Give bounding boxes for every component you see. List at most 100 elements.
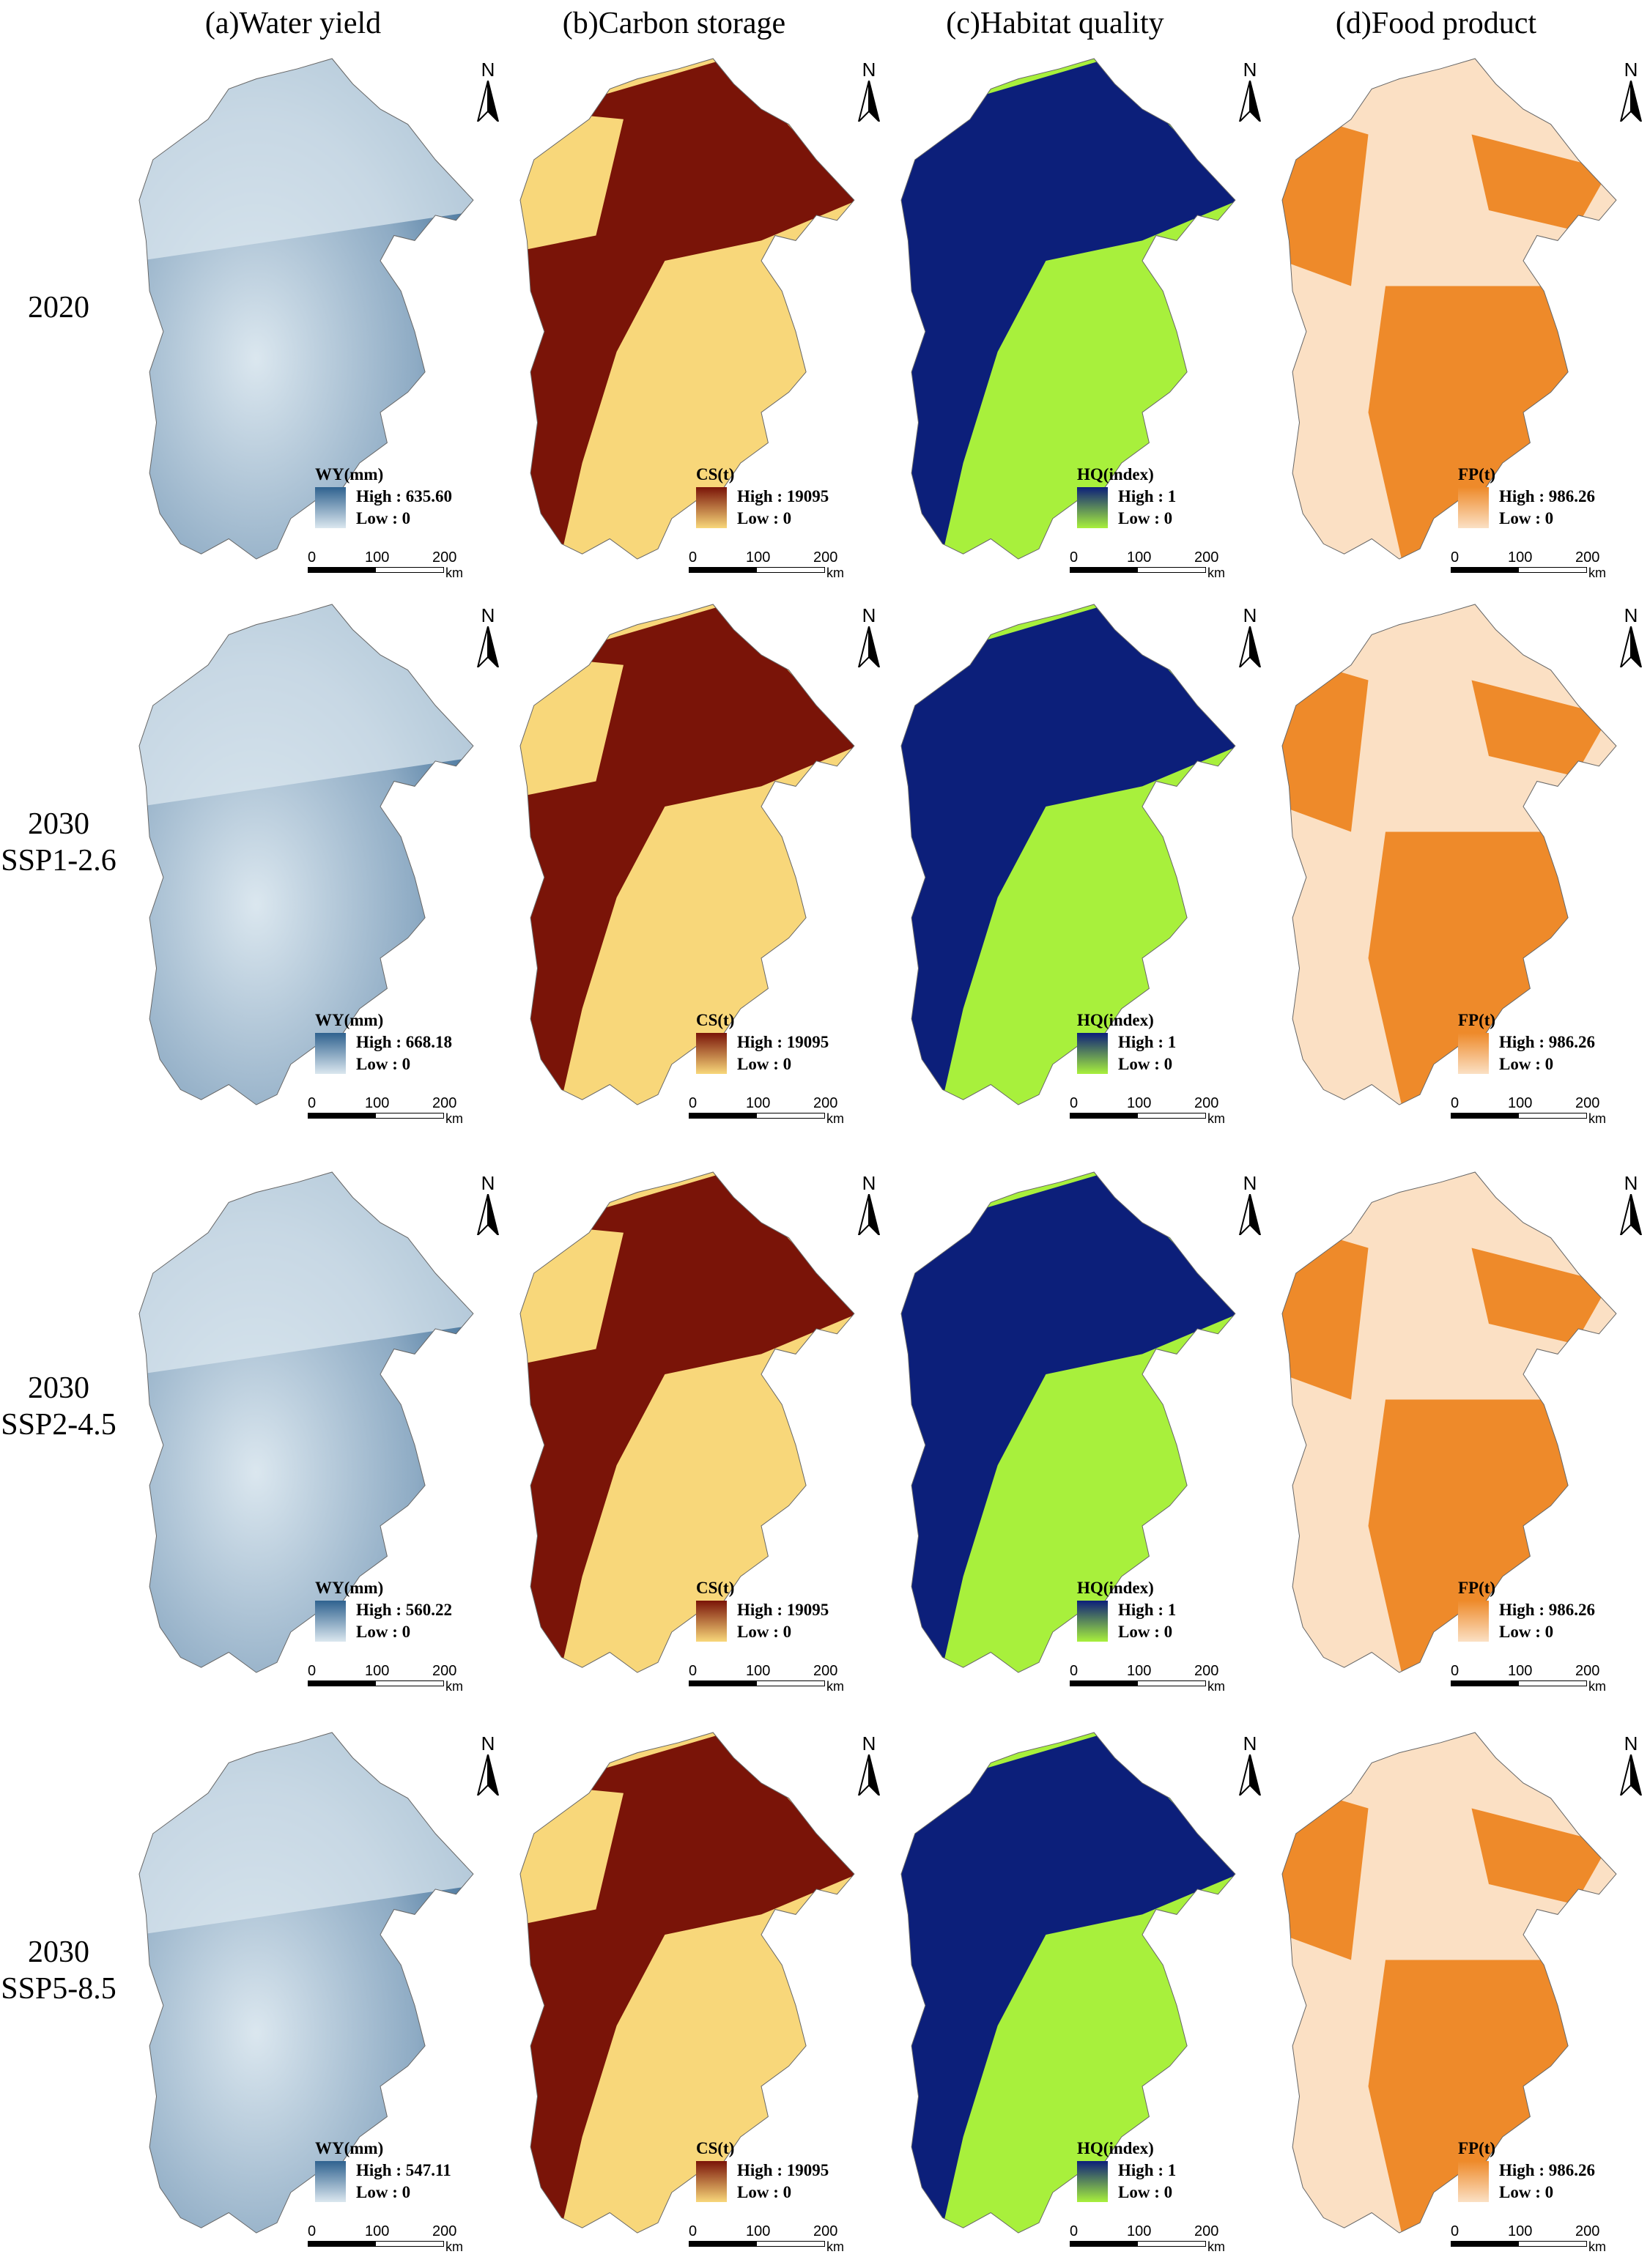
legend-high: High : 19095	[737, 1033, 829, 1051]
scale-unit: km	[1207, 2239, 1225, 2254]
scale-tick-label: 100	[746, 1663, 771, 1679]
high-value-zone	[901, 604, 1235, 1100]
high-value-zone	[901, 1172, 1235, 1668]
north-arrow: N	[1237, 59, 1263, 132]
north-label: N	[481, 1172, 495, 1194]
legend-high: High : 635.60	[356, 487, 452, 505]
north-label: N	[1624, 1172, 1638, 1194]
legend-low: Low : 0	[737, 2183, 792, 2201]
scale-tick-label: 0	[689, 1663, 698, 1679]
legend-title: HQ(index)	[1077, 465, 1154, 483]
high-value-zone	[1471, 134, 1610, 231]
column-title: (c)Habitat quality	[946, 7, 1164, 40]
scale-bar: 0 100 200 km	[1451, 2223, 1619, 2254]
scale-segment	[1451, 2241, 1518, 2247]
legend-high: High : 986.26	[1499, 1033, 1595, 1051]
legend-color-ramp	[315, 1033, 346, 1074]
scale-segment	[308, 567, 375, 573]
scale-segment	[1137, 1680, 1206, 1686]
legend-title: FP(t)	[1458, 465, 1496, 483]
scale-bar: 0 100 200 km	[1070, 1095, 1238, 1126]
north-arrow-icon	[476, 1194, 500, 1235]
legend-title: WY(mm)	[315, 2139, 384, 2157]
scale-segment	[1518, 2241, 1587, 2247]
scale-bar: 0 100 200 km	[1070, 2223, 1238, 2254]
high-value-zone	[1368, 286, 1575, 560]
region-map	[1281, 1732, 1617, 2234]
map-panel: N FP(t) High : 986.26 Low : 0 0 100 200 km	[1275, 51, 1650, 593]
scale-tick-label: 0	[1070, 1663, 1079, 1679]
scale-tick-label: 0	[1070, 2223, 1079, 2239]
scale-unit: km	[1207, 1679, 1225, 1694]
north-arrow: N	[1618, 1732, 1644, 1806]
map-panel: N WY(mm) High : 547.11 Low : 0 0 100 200 km	[132, 1725, 520, 2267]
scale-unit: km	[826, 566, 844, 580]
legend-color-ramp	[696, 1033, 727, 1074]
legend-title: CS(t)	[696, 465, 735, 483]
scale-bar: 0 100 200 km	[689, 2223, 857, 2254]
region-map	[138, 1732, 474, 2234]
scale-unit: km	[826, 2239, 844, 2254]
scale-tick-label: 100	[1508, 549, 1533, 566]
legend-color-ramp	[1077, 2161, 1108, 2202]
north-arrow-icon	[1619, 1754, 1643, 1796]
legend-title: CS(t)	[696, 1011, 735, 1029]
north-arrow: N	[856, 1732, 882, 1806]
north-arrow: N	[1618, 604, 1644, 678]
high-value-zone	[1471, 680, 1610, 777]
region-map	[138, 1171, 474, 1673]
region-map	[519, 604, 855, 1105]
north-arrow-icon	[476, 81, 500, 122]
high-value-zone	[1471, 1808, 1610, 1905]
north-arrow-icon	[857, 1194, 881, 1235]
scale-tick-label: 0	[1451, 2223, 1460, 2239]
scale-tick-label: 100	[746, 549, 771, 566]
north-label: N	[1243, 604, 1257, 626]
legend-low: Low : 0	[1499, 1623, 1554, 1641]
scale-segment	[308, 1680, 375, 1686]
scale-segment	[1137, 2241, 1206, 2247]
map-panel: N HQ(index) High : 1 Low : 0 0 100 200 km	[894, 51, 1282, 593]
scale-unit: km	[1207, 566, 1225, 580]
legend-title: WY(mm)	[315, 1579, 384, 1597]
row-label: 2030 SSP5-8.5	[1, 1935, 116, 2006]
map-panel: N FP(t) High : 986.26 Low : 0 0 100 200 km	[1275, 1165, 1650, 1707]
north-label: N	[1243, 59, 1257, 81]
scale-unit: km	[1588, 2239, 1606, 2254]
scale-segment	[1518, 567, 1587, 573]
north-arrow-icon	[1238, 81, 1262, 122]
high-value-zone	[1471, 1248, 1610, 1344]
high-value-zone	[901, 1732, 1235, 2228]
legend-color-ramp	[696, 1601, 727, 1642]
scale-segment	[756, 1113, 825, 1119]
scale-unit: km	[445, 566, 463, 580]
scale-tick-label: 100	[746, 2223, 771, 2239]
legend-title: HQ(index)	[1077, 2139, 1154, 2157]
scale-unit: km	[826, 1111, 844, 1126]
legend-color-ramp	[1077, 487, 1108, 528]
scale-segment	[1451, 1113, 1518, 1119]
scale-tick-label: 0	[1451, 549, 1460, 566]
scale-segment	[756, 2241, 825, 2247]
north-arrow-icon	[1619, 1194, 1643, 1235]
scale-tick-label: 200	[813, 1663, 838, 1679]
low-value-zone	[139, 1172, 473, 1374]
north-label: N	[862, 1732, 876, 1754]
scale-segment	[375, 567, 444, 573]
scale-tick-label: 200	[432, 2223, 457, 2239]
legend-high: High : 986.26	[1499, 1601, 1595, 1619]
scale-tick-label: 200	[1575, 2223, 1600, 2239]
legend-high: High : 668.18	[356, 1033, 452, 1051]
legend-title: HQ(index)	[1077, 1011, 1154, 1029]
region-map	[519, 58, 855, 560]
legend-high: High : 1	[1118, 2161, 1177, 2179]
scale-tick-label: 0	[308, 1663, 317, 1679]
legend-color-ramp	[315, 487, 346, 528]
scale-segment	[689, 567, 756, 573]
scale-segment	[1518, 1680, 1587, 1686]
scale-segment	[1070, 567, 1137, 573]
legend-color-ramp	[315, 1601, 346, 1642]
scale-segment	[689, 2241, 756, 2247]
map-panel: N HQ(index) High : 1 Low : 0 0 100 200 km	[894, 1725, 1282, 2267]
region-map	[1281, 1171, 1617, 1673]
